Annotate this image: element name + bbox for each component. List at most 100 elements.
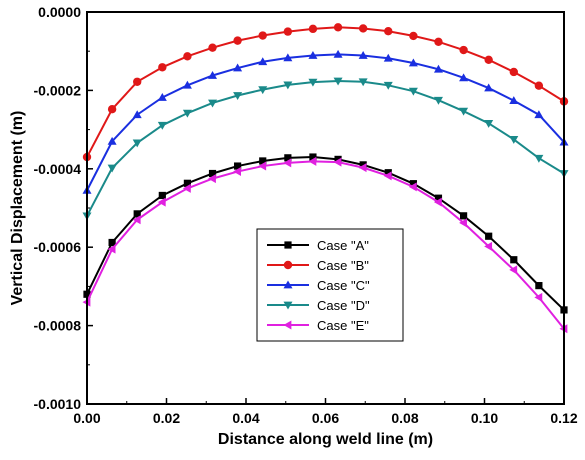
data-point (208, 169, 217, 178)
series-case-d (82, 77, 569, 221)
x-tick-label: 0.10 (471, 410, 498, 426)
y-axis: 0.0000 -0.0002 -0.0004 -0.0006 -0.0008 -0.001… (34, 4, 93, 412)
y-tick-label: -0.0006 (34, 239, 82, 255)
data-point (132, 215, 141, 225)
series-layer (82, 23, 569, 334)
y-tick-label: 0.0000 (38, 4, 81, 20)
data-point (208, 43, 217, 52)
data-point (182, 80, 192, 89)
legend-marker (283, 301, 293, 310)
data-point (233, 63, 243, 72)
data-point (158, 63, 167, 72)
data-point (183, 52, 192, 61)
data-point (284, 154, 292, 162)
data-point (233, 92, 243, 100)
series-line (86, 26, 565, 158)
data-point (459, 107, 469, 116)
data-point (308, 156, 317, 166)
data-point (358, 51, 368, 59)
x-axis-label: Distance along weld line (m) (218, 431, 433, 448)
legend-label: Case "E" (317, 318, 369, 333)
legend-item: Case "C" (267, 278, 370, 293)
data-point (485, 232, 493, 240)
legend-label: Case "D" (317, 298, 370, 313)
data-point (283, 158, 292, 168)
data-point (434, 194, 443, 202)
data-point (132, 110, 142, 119)
data-point (234, 162, 242, 170)
data-point (182, 183, 191, 193)
x-tick-label: 0.12 (550, 410, 577, 426)
data-point (484, 83, 494, 92)
data-point (358, 24, 368, 33)
data-point (108, 238, 116, 247)
x-tick-label: 0.04 (232, 410, 259, 426)
data-point (408, 58, 418, 67)
data-point (133, 210, 141, 218)
data-point (384, 27, 393, 36)
data-point (358, 78, 368, 87)
data-point (334, 155, 342, 163)
data-point (484, 119, 494, 128)
data-point (333, 49, 343, 58)
plot-area-frame (86, 11, 565, 405)
data-point (333, 23, 343, 32)
x-tick-label: 0.00 (73, 410, 100, 426)
data-point (308, 51, 318, 59)
x-tick-label: 0.06 (312, 410, 339, 426)
legend-item: Case "A" (267, 238, 369, 253)
x-tick-label: 0.02 (153, 410, 180, 426)
data-point (208, 174, 216, 184)
legend-label: Case "A" (317, 238, 369, 253)
data-point (535, 282, 543, 290)
series-line (86, 156, 565, 311)
data-point (459, 218, 467, 228)
legend: Case "A" Case "B" Case "C" Case "D" Case "E" (256, 228, 404, 342)
data-point (433, 64, 443, 73)
y-tick-label: -0.0008 (34, 318, 82, 334)
data-point (459, 73, 469, 82)
series-case-c (82, 49, 569, 194)
data-point (233, 167, 241, 177)
legend-label: Case "B" (317, 258, 369, 273)
data-point (509, 265, 518, 275)
y-tick-label: -0.0010 (34, 396, 82, 412)
data-point (182, 109, 192, 118)
data-point (408, 182, 417, 192)
data-point (434, 37, 443, 46)
data-point (333, 157, 342, 167)
series-line (86, 160, 565, 330)
data-point (534, 81, 544, 90)
data-point (283, 81, 293, 90)
data-point (258, 31, 267, 40)
data-point (233, 36, 242, 45)
legend-marker (284, 241, 292, 249)
data-point (283, 53, 293, 62)
x-axis: 0.00 0.02 0.04 0.06 0.08 0.10 0.12 (73, 398, 578, 426)
data-point (107, 105, 117, 114)
data-point (157, 92, 167, 101)
data-point (258, 86, 268, 95)
data-point (459, 212, 468, 220)
data-point (409, 180, 417, 188)
y-axis-label: Vertical Displacement (m) (9, 111, 26, 306)
legend-item: Case "B" (267, 258, 369, 273)
data-point (409, 31, 418, 41)
data-point (183, 179, 192, 187)
data-point (383, 81, 393, 90)
data-point (408, 87, 418, 96)
data-point (132, 139, 142, 148)
data-point (333, 77, 343, 86)
series-line (86, 79, 565, 217)
data-point (433, 197, 442, 207)
legend-item: Case "D" (267, 298, 370, 313)
data-point (509, 67, 518, 77)
data-point (308, 78, 318, 87)
data-point (107, 164, 117, 173)
data-point (384, 169, 392, 177)
legend-marker (283, 320, 292, 330)
data-point (157, 197, 166, 207)
data-point (309, 153, 317, 161)
